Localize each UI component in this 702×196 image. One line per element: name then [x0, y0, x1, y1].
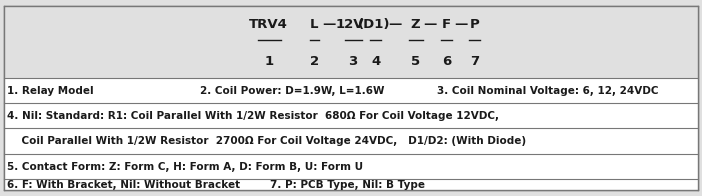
Text: —: — [423, 18, 437, 31]
Text: 1. Relay Model: 1. Relay Model [7, 86, 93, 96]
Text: P: P [470, 18, 479, 31]
Text: 2: 2 [310, 55, 319, 68]
Text: 1: 1 [265, 55, 273, 68]
Text: 7. P: PCB Type, Nil: B Type: 7. P: PCB Type, Nil: B Type [270, 180, 425, 190]
Text: 6: 6 [442, 55, 451, 68]
Bar [4, 78, 698, 103]
Bar [4, 6, 698, 78]
Text: 6. F: With Bracket, Nil: Without Bracket: 6. F: With Bracket, Nil: Without Bracket [7, 180, 240, 190]
Text: F: F [442, 18, 451, 31]
Text: (D1): (D1) [358, 18, 390, 31]
Text: 3. Coil Nominal Voltage: 6, 12, 24VDC: 3. Coil Nominal Voltage: 6, 12, 24VDC [437, 86, 658, 96]
Bar [4, 154, 698, 179]
Text: 5. Contact Form: Z: Form C, H: Form A, D: Form B, U: Form U: 5. Contact Form: Z: Form C, H: Form A, D… [7, 162, 363, 172]
Bar [4, 179, 698, 190]
Bar [4, 128, 698, 154]
Text: Coil Parallel With 1/2W Resistor  2700Ω For Coil Voltage 24VDC,   D1/D2: (With D: Coil Parallel With 1/2W Resistor 2700Ω F… [7, 136, 526, 146]
Text: 12V: 12V [336, 18, 364, 31]
Text: 3: 3 [348, 55, 358, 68]
Text: 4: 4 [371, 55, 380, 68]
Text: Z: Z [411, 18, 420, 31]
Text: 2. Coil Power: D=1.9W, L=1.6W: 2. Coil Power: D=1.9W, L=1.6W [200, 86, 385, 96]
Text: 4. Nil: Standard: R1: Coil Parallel With 1/2W Resistor  680Ω For Coil Voltage 12: 4. Nil: Standard: R1: Coil Parallel With… [7, 111, 499, 121]
Text: 5: 5 [411, 55, 420, 68]
Text: TRV4: TRV4 [249, 18, 288, 31]
Text: —: — [322, 18, 336, 31]
Text: —: — [388, 18, 402, 31]
Bar [4, 103, 698, 128]
Text: —: — [453, 18, 468, 31]
Text: L: L [310, 18, 319, 31]
Text: 7: 7 [470, 55, 479, 68]
